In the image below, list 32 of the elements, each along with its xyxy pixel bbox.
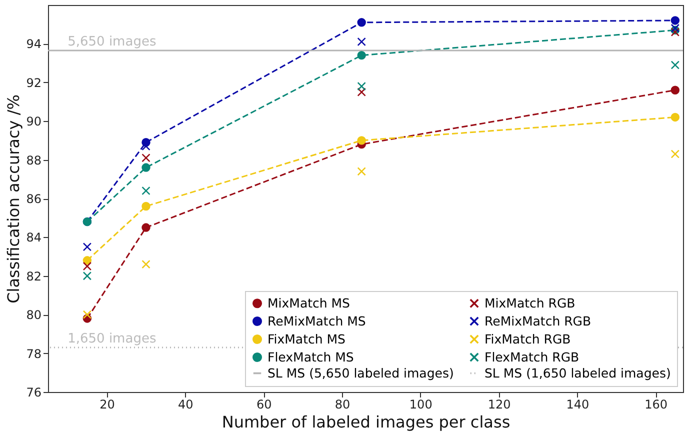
y-tick-label: 80 <box>26 308 42 322</box>
x-tick-label: 60 <box>256 398 272 412</box>
y-tick-label: 90 <box>26 114 42 129</box>
y-tick-label: 84 <box>26 230 42 245</box>
x-tick-label: 40 <box>178 398 194 412</box>
legend-label: FlexMatch RGB <box>484 349 580 364</box>
x-axis-title: Number of labeled images per class <box>222 412 510 432</box>
annotation: 5,650 images <box>68 34 156 50</box>
legend-label: SL MS (1,650 labeled images) <box>484 365 671 380</box>
y-tick-label: 82 <box>26 269 42 284</box>
x-tick-label: 160 <box>644 398 668 412</box>
x-tick-label: 20 <box>100 398 115 412</box>
legend-label: ReMixMatch MS <box>268 313 366 328</box>
y-tick-label: 92 <box>26 76 42 90</box>
legend-label: FixMatch RGB <box>484 331 571 346</box>
y-tick-label: 88 <box>26 153 42 168</box>
y-tick-label: 94 <box>26 37 42 52</box>
legend-label: FixMatch MS <box>268 331 346 346</box>
y-tick-label: 86 <box>26 192 42 206</box>
x-tick-label: 140 <box>566 398 590 412</box>
x-tick-label: 80 <box>334 398 350 412</box>
y-tick-label: 76 <box>26 386 42 400</box>
x-tick-label: 100 <box>409 398 432 412</box>
legend-label: SL MS (5,650 labeled images) <box>268 365 454 380</box>
legend-label: MixMatch RGB <box>484 295 576 310</box>
legend-label: ReMixMatch RGB <box>484 313 592 328</box>
annotation: 1,650 images <box>68 331 156 346</box>
y-tick-label: 78 <box>26 346 42 361</box>
x-tick-label: 120 <box>488 398 511 412</box>
legend-label: FlexMatch MS <box>268 349 354 364</box>
legend-label: MixMatch MS <box>268 295 350 310</box>
y-axis-title: Classification accuracy /% <box>4 94 24 304</box>
